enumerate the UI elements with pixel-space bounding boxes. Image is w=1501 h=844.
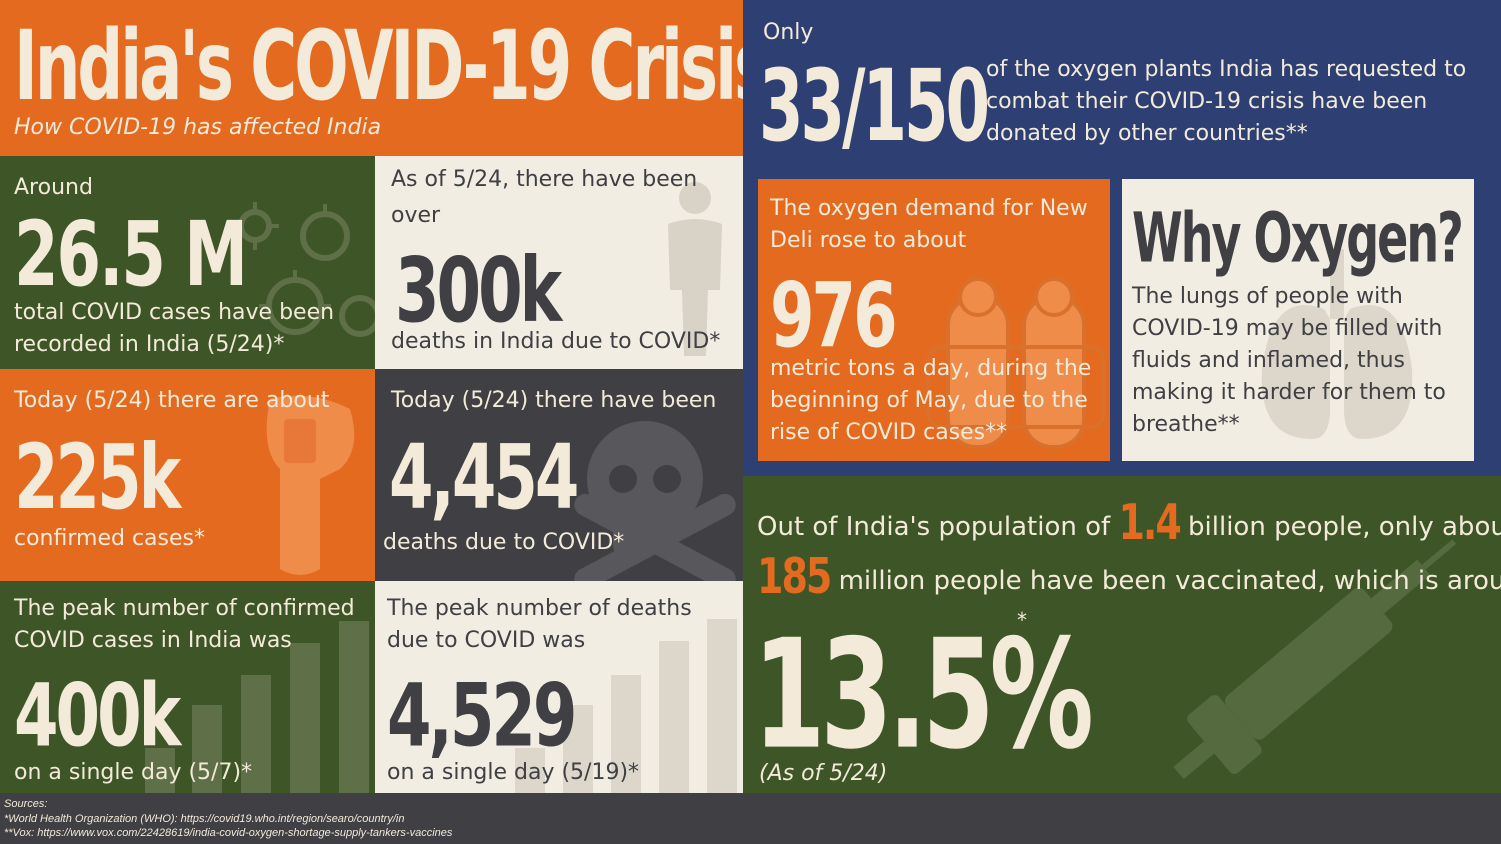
vaccination-panel: Out of India's population of 1.4 billion…: [743, 476, 1501, 793]
oxygen-plants-stat: 33/150: [759, 50, 990, 165]
vaccination-line2: 185 million people have been vaccinated,…: [757, 551, 1501, 600]
total-deaths-stat: 300k: [395, 240, 562, 344]
page-subtitle: How COVID-19 has affected India: [14, 115, 382, 140]
confirmed-today-stat: 225k: [14, 427, 181, 531]
population-stat: 1.4: [1118, 493, 1181, 551]
why-oxygen-panel: Why Oxygen? The lungs of people with COV…: [1122, 179, 1474, 461]
total-deaths-panel: As of 5/24, there have been over 300k de…: [375, 156, 743, 369]
source-vox: **Vox: https://www.vox.com/22428619/indi…: [4, 827, 453, 839]
deaths-today-text: deaths due to COVID*: [383, 530, 625, 555]
lungs-icon: [1261, 249, 1413, 439]
peak-cases-panel: The peak number of confirmed COVID cases…: [0, 581, 375, 793]
total-cases-lead: Around: [14, 175, 93, 200]
peak-cases-text: on a single day (5/7)*: [14, 760, 253, 785]
confirmed-today-text: confirmed cases*: [14, 526, 205, 551]
deaths-today-panel: Today (5/24) there have been 4,454 death…: [375, 369, 743, 581]
deaths-today-stat: 4,454: [389, 427, 579, 531]
person-icon: [668, 182, 722, 356]
total-cases-panel: Around 26.5 M total COVID cases have bee…: [0, 156, 375, 369]
oxygen-demand-panel: The oxygen demand for New Deli rose to a…: [758, 179, 1110, 461]
source-who: *World Health Organization (WHO): https:…: [4, 813, 405, 825]
header-panel: India's COVID-19 Crisis How COVID-19 has…: [0, 0, 743, 156]
oxygen-demand-stat: 976: [770, 265, 898, 369]
vaccinated-stat: 185: [757, 547, 832, 605]
vaccination-percent: 13.5%: [753, 606, 1094, 783]
total-deaths-lead: As of 5/24, there have been over: [391, 167, 698, 228]
vaccination-star: *: [1017, 608, 1027, 632]
deaths-today-lead: Today (5/24) there have been: [391, 388, 717, 413]
oxygen-plants-text: of the oxygen plants India has requested…: [986, 57, 1467, 146]
oxygen-demand-text: metric tons a day, during the beginning …: [770, 356, 1092, 445]
total-cases-text: total COVID cases have been recorded in …: [14, 300, 335, 357]
total-cases-stat: 26.5 M: [14, 204, 248, 308]
peak-deaths-text: on a single day (5/19)*: [387, 760, 640, 785]
syringe-icon: [1173, 539, 1457, 780]
page-title: India's COVID-19 Crisis: [14, 12, 743, 123]
why-oxygen-text: The lungs of people with COVID-19 may be…: [1132, 284, 1446, 437]
peak-cases-stat: 400k: [14, 667, 181, 767]
total-deaths-text: deaths in India due to COVID*: [391, 329, 721, 354]
why-oxygen-title: Why Oxygen?: [1132, 197, 1464, 278]
skull-icon: [574, 421, 736, 581]
sources-heading: Sources:: [4, 798, 48, 810]
peak-cases-lead: The peak number of confirmed COVID cases…: [14, 596, 355, 653]
peak-deaths-panel: The peak number of deaths due to COVID w…: [375, 581, 743, 793]
sources-footer: Sources: *World Health Organization (WHO…: [0, 793, 1501, 844]
confirmed-today-panel: Today (5/24) there are about 225k confir…: [0, 369, 375, 581]
virus-icon: [231, 202, 375, 337]
oxygen-plants-panel: Only 33/150 of the oxygen plants India h…: [743, 0, 1501, 166]
peak-deaths-stat: 4,529: [387, 667, 577, 767]
bar-chart-icon: [515, 581, 743, 793]
bar-chart-icon: [145, 581, 375, 793]
vaccination-line1: Out of India's population of 1.4 billion…: [757, 497, 1501, 546]
vaccination-part1: Out of India's population of: [757, 512, 1111, 542]
oxygen-tank-icon: [926, 277, 1106, 449]
vaccination-date: (As of 5/24): [759, 761, 888, 786]
vaccination-part2: billion people, only about: [1188, 512, 1501, 542]
peak-deaths-lead: The peak number of deaths due to COVID w…: [387, 596, 692, 653]
vaccination-part3: million people have been vaccinated, whi…: [838, 566, 1501, 596]
oxygen-plants-lead: Only: [763, 20, 814, 45]
confirmed-today-lead: Today (5/24) there are about: [14, 388, 330, 413]
oxygen-demand-lead: The oxygen demand for New Deli rose to a…: [770, 196, 1088, 253]
thermometer-icon: [266, 395, 355, 575]
